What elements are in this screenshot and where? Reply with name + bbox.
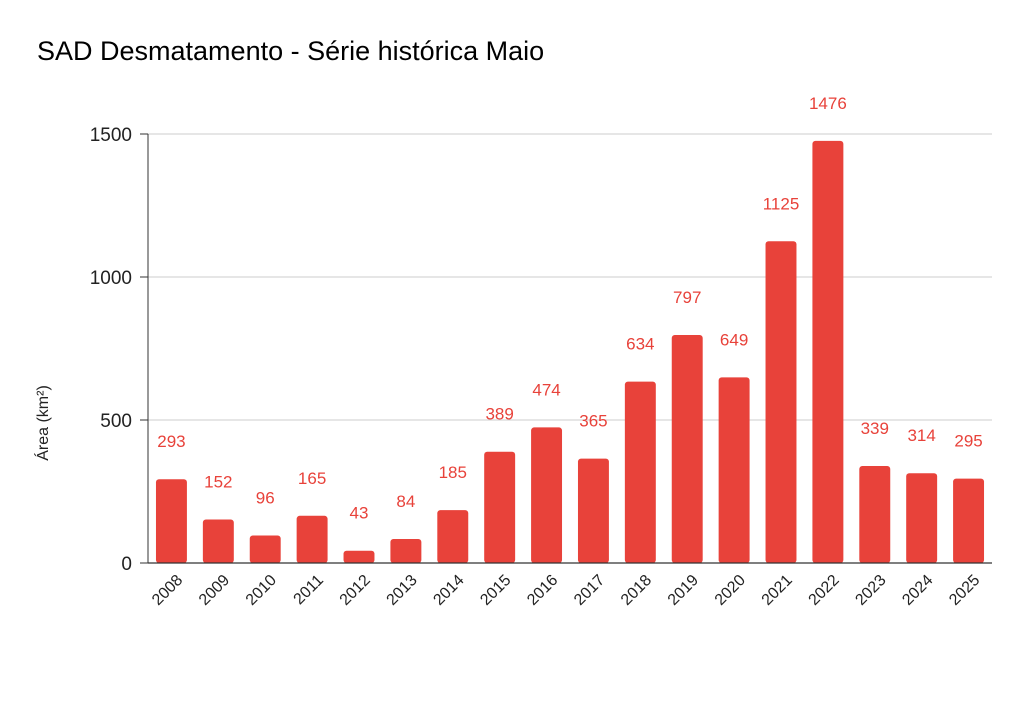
bar bbox=[390, 538, 422, 563]
x-tick-label: 2014 bbox=[430, 572, 467, 609]
x-tick-label: 2025 bbox=[946, 572, 983, 609]
chart-title: SAD Desmatamento - Série histórica Maio bbox=[37, 36, 545, 66]
data-label: 314 bbox=[907, 426, 935, 445]
x-tick-label: 2012 bbox=[337, 572, 374, 609]
data-label: 649 bbox=[720, 330, 748, 349]
x-tick-label: 2016 bbox=[524, 572, 561, 609]
bar bbox=[202, 519, 234, 563]
data-labels: 293 152 96 165 43 84 185 389 474 365 634 797 649 1125… bbox=[157, 94, 982, 523]
x-tick-label: 2015 bbox=[477, 572, 514, 609]
x-axis: 2008 2009 2010 2011 2012 2013 2014 2015 2016 2017… bbox=[148, 562, 992, 609]
x-tick-label: 2022 bbox=[806, 572, 843, 609]
data-label: 185 bbox=[439, 463, 467, 482]
bar bbox=[437, 510, 469, 563]
y-tick-label: 1000 bbox=[90, 268, 132, 289]
bar bbox=[953, 478, 985, 563]
y-axis: 0 500 1000 1500 bbox=[90, 125, 149, 575]
bar bbox=[624, 381, 656, 563]
bar bbox=[343, 550, 375, 563]
bar bbox=[577, 458, 609, 563]
bar bbox=[249, 535, 281, 563]
data-label: 43 bbox=[350, 504, 369, 523]
data-label: 1125 bbox=[763, 194, 800, 213]
y-tick-label: 500 bbox=[100, 411, 132, 432]
data-label: 152 bbox=[204, 473, 232, 492]
x-tick-label: 2024 bbox=[899, 572, 936, 609]
data-label: 634 bbox=[626, 335, 654, 354]
bar bbox=[155, 479, 187, 563]
data-label: 339 bbox=[861, 419, 889, 438]
x-tick-label: 2011 bbox=[291, 572, 327, 608]
bar-series bbox=[155, 140, 985, 563]
bar bbox=[531, 427, 563, 563]
grid-lines bbox=[148, 133, 992, 421]
x-tick-label: 2020 bbox=[712, 572, 749, 609]
data-label: 389 bbox=[485, 405, 513, 424]
bar bbox=[765, 241, 797, 563]
data-label: 365 bbox=[579, 412, 607, 431]
data-label: 96 bbox=[256, 489, 275, 508]
x-tick-label: 2023 bbox=[852, 572, 889, 609]
x-tick-label: 2021 bbox=[759, 572, 796, 609]
x-tick-label: 2019 bbox=[665, 572, 702, 609]
data-label: 165 bbox=[298, 469, 326, 488]
y-axis-label: Área (km²) bbox=[33, 385, 52, 461]
data-label: 293 bbox=[157, 432, 185, 451]
x-tick-label: 2013 bbox=[384, 572, 421, 609]
bar bbox=[484, 451, 516, 563]
data-label: 295 bbox=[954, 432, 982, 451]
bar bbox=[812, 140, 844, 563]
x-tick-label: 2010 bbox=[243, 572, 280, 609]
x-tick-label: 2008 bbox=[149, 572, 186, 609]
bar bbox=[906, 473, 938, 563]
data-label: 1476 bbox=[809, 94, 847, 113]
x-tick-label: 2009 bbox=[196, 572, 233, 609]
data-label: 474 bbox=[532, 380, 560, 399]
data-label: 84 bbox=[396, 492, 415, 511]
y-tick-label: 1500 bbox=[90, 125, 132, 146]
bar bbox=[859, 466, 891, 563]
y-tick-label: 0 bbox=[121, 554, 132, 575]
x-tick-label: 2017 bbox=[571, 572, 608, 609]
data-label: 797 bbox=[673, 288, 701, 307]
bar bbox=[296, 515, 328, 563]
bar bbox=[671, 335, 703, 563]
x-tick-label: 2018 bbox=[618, 572, 655, 609]
bar bbox=[718, 377, 750, 563]
